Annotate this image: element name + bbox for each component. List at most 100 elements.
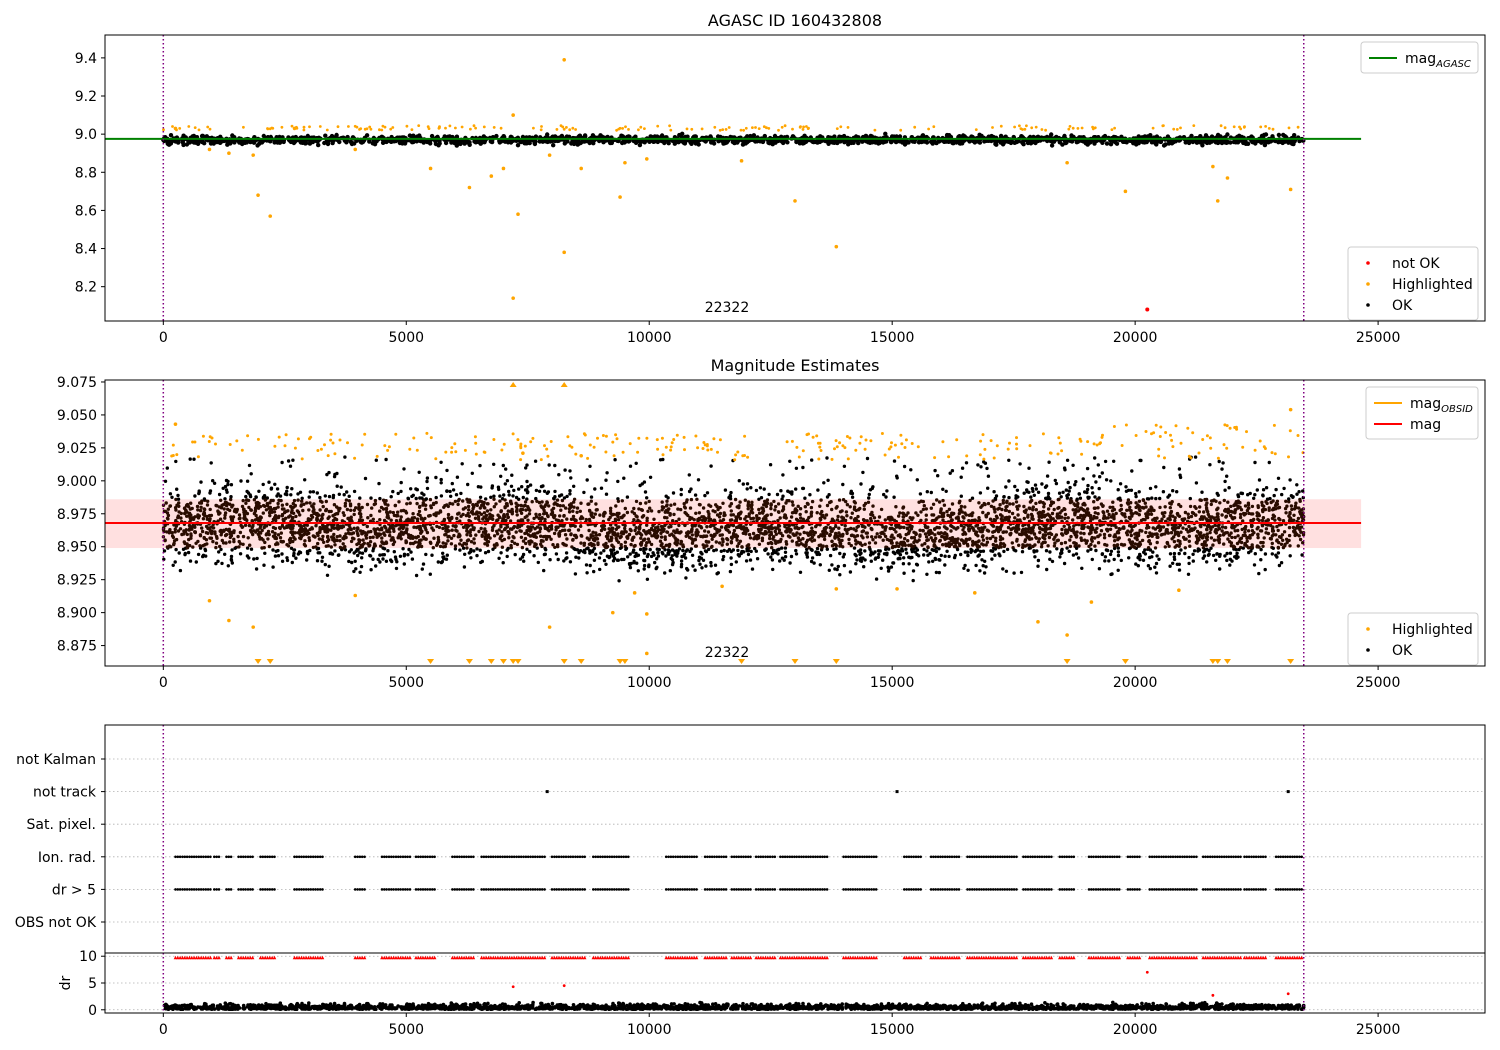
- ok-point: [931, 559, 935, 563]
- ok-point: [1116, 488, 1120, 492]
- ok-point: [834, 506, 838, 510]
- ok-point: [1055, 547, 1059, 551]
- ok-point: [559, 508, 563, 512]
- ok-point: [1107, 559, 1111, 563]
- highlighted-point: [547, 153, 552, 157]
- ok-point: [496, 518, 500, 522]
- ok-point: [679, 562, 684, 567]
- ok-point: [1065, 458, 1070, 462]
- ok-point: [1154, 496, 1158, 501]
- ok-point: [421, 139, 426, 144]
- ok-point: [323, 494, 327, 498]
- ok-point: [1166, 517, 1170, 521]
- highlighted-point: [378, 128, 381, 132]
- ok-point: [316, 142, 321, 148]
- ok-point: [904, 551, 909, 555]
- ok-point: [768, 536, 772, 541]
- ok-point: [1130, 469, 1134, 473]
- ok-point: [1225, 474, 1229, 478]
- ok-point: [902, 571, 906, 575]
- ok-point: [865, 535, 870, 539]
- ok-point: [1071, 553, 1076, 557]
- ok-point: [874, 535, 878, 539]
- ok-point: [1154, 561, 1159, 566]
- ok-point: [1086, 483, 1090, 488]
- ok-point: [280, 514, 284, 518]
- highlighted-point: [1018, 124, 1021, 128]
- ok-point: [573, 572, 578, 576]
- ok-point: [1276, 528, 1280, 533]
- highlighted-point: [207, 147, 212, 152]
- ok-point: [363, 476, 368, 481]
- ok-point: [844, 510, 849, 514]
- ok-point: [863, 501, 868, 506]
- x-tick-label: 0: [159, 330, 168, 346]
- ok-point: [743, 517, 747, 521]
- ok-point: [979, 505, 983, 509]
- ok-point: [630, 538, 634, 542]
- ok-point: [875, 532, 879, 536]
- ok-point: [1209, 546, 1213, 550]
- ok-point: [765, 513, 769, 517]
- ok-point: [854, 554, 858, 558]
- highlighted-point: [1296, 125, 1300, 129]
- highlighted-point: [791, 127, 794, 131]
- ok-point: [1022, 516, 1026, 521]
- ok-point: [1292, 518, 1296, 522]
- ok-point: [1028, 506, 1032, 511]
- ok-point: [1179, 548, 1183, 552]
- ok-point: [394, 566, 399, 571]
- ok-point: [1252, 496, 1256, 500]
- ok-point: [1199, 498, 1204, 502]
- ok-point: [183, 552, 187, 557]
- ok-point: [568, 469, 572, 473]
- highlighted-point: [359, 127, 363, 130]
- highlighted-point: [568, 128, 572, 132]
- highlighted-point: [835, 127, 839, 130]
- ok-point: [445, 468, 449, 473]
- ok-point: [729, 562, 734, 567]
- ok-point: [458, 542, 462, 546]
- ok-point: [748, 558, 753, 562]
- ok-point: [197, 490, 201, 495]
- ok-point: [930, 141, 935, 146]
- legend-entry-label: not OK: [1392, 256, 1440, 272]
- ok-point: [830, 563, 834, 567]
- ok-point: [1137, 490, 1141, 494]
- ok-point: [892, 495, 896, 499]
- ok-point: [499, 525, 503, 529]
- ok-point: [1257, 571, 1261, 576]
- ok-point: [528, 525, 533, 529]
- ok-point: [348, 139, 353, 144]
- ok-point: [990, 557, 994, 561]
- ok-point: [248, 543, 252, 547]
- highlighted-point: [1192, 124, 1196, 127]
- ok-point: [766, 139, 771, 144]
- ok-point: [949, 529, 953, 533]
- ok-point: [282, 507, 286, 511]
- ok-point: [802, 530, 806, 535]
- ok-point: [480, 533, 484, 537]
- ok-point: [924, 513, 928, 517]
- ok-point: [461, 499, 465, 503]
- ok-point: [1218, 140, 1224, 145]
- ok-point: [918, 534, 922, 538]
- highlighted-point: [1067, 127, 1071, 131]
- ok-point: [336, 553, 341, 557]
- ok-point: [168, 504, 173, 508]
- highlighted-point: [1223, 126, 1227, 130]
- highlighted-point: [643, 127, 646, 130]
- ok-point: [1238, 512, 1243, 517]
- ok-point: [933, 556, 937, 561]
- highlighted-point: [1267, 126, 1271, 130]
- ok-point: [201, 517, 206, 521]
- highlighted-point: [1179, 126, 1182, 130]
- ok-point: [1054, 481, 1059, 486]
- ok-point: [507, 530, 511, 534]
- ok-point: [1298, 497, 1302, 502]
- ok-point: [703, 529, 707, 533]
- ok-point: [333, 543, 337, 547]
- ok-point: [1211, 553, 1216, 558]
- ok-point: [1165, 541, 1170, 545]
- ok-point: [571, 509, 575, 513]
